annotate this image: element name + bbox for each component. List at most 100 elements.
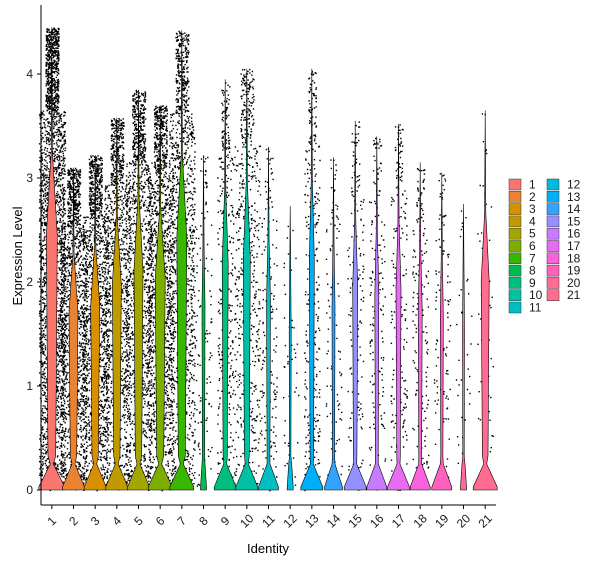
points-cluster-15 [347,121,365,491]
y-tick-label-3: 3 [26,171,33,185]
x-tick-label-13: 13 [302,511,322,531]
points-cluster-4 [103,118,132,491]
points-3 [82,155,110,492]
x-tick-label-10: 10 [237,511,257,531]
legend-swatch-10 [508,289,522,301]
violin-21 [472,110,498,491]
legend-label-9: 9 [529,276,536,290]
violin-5 [127,89,150,491]
legend-swatch-2 [508,191,522,203]
points-6 [147,105,175,492]
violin-2 [62,167,85,491]
legend-item-14: 14 [546,202,581,216]
y-tick-label-0: 0 [26,483,33,497]
violin-15 [343,120,367,491]
points-19 [433,173,452,487]
violin-11 [258,146,279,491]
violin-19 [431,172,453,491]
violin-1 [38,27,66,491]
x-tick-label-12: 12 [280,511,300,531]
legend-swatch-17 [546,240,560,252]
y-tick-label-1: 1 [26,379,33,393]
legend-item-17: 17 [546,239,581,253]
legend-label-4: 4 [529,214,536,228]
x-tick-label-4: 4 [110,513,125,528]
x-tick-label-9: 9 [218,513,233,528]
legend-swatch-5 [508,227,522,240]
legend-swatch-12 [546,178,560,191]
legend-label-10: 10 [529,288,543,302]
legend-item-10: 10 [508,288,543,302]
points-cluster-10 [233,68,262,487]
points-15 [347,121,365,491]
violin-6 [147,105,173,491]
points-4 [103,118,132,491]
violin-16 [366,136,388,491]
legend-label-6: 6 [529,239,536,253]
legend-label-16: 16 [567,227,581,241]
legend-label-7: 7 [529,251,536,265]
x-tick-label-18: 18 [410,511,430,531]
x-tick-label-8: 8 [196,513,211,528]
points-cluster-3 [82,155,110,492]
legend-label-21: 21 [567,288,581,302]
violin-10 [235,68,259,491]
legend-swatch-19 [546,264,560,277]
points-cluster-20 [455,210,473,489]
legend-label-20: 20 [567,276,581,290]
legend-item-2: 2 [508,190,536,204]
x-tick-label-1: 1 [45,513,60,528]
legend-swatch-6 [508,240,522,252]
legend-label-17: 17 [567,239,581,253]
violin-7 [169,30,195,491]
legend-swatch-4 [508,215,522,228]
x-tick-label-15: 15 [345,511,365,531]
violin-8 [200,155,207,491]
violin-13 [300,68,324,491]
x-tick-label-5: 5 [131,513,146,528]
legend-label-12: 12 [567,178,581,192]
x-tick-label-14: 14 [324,511,344,531]
violin-9 [213,79,237,491]
legend-item-12: 12 [546,178,581,192]
violin-20 [460,203,467,491]
x-tick-label-19: 19 [432,511,452,531]
x-tick-label-6: 6 [153,513,168,528]
points-20 [455,210,473,489]
violin-4 [105,117,129,491]
x-tick-label-2: 2 [66,513,81,528]
legend-swatch-13 [546,191,560,203]
legend-swatch-11 [508,301,522,314]
points-cluster-6 [147,105,175,492]
legend-label-11: 11 [529,301,542,315]
legend-item-21: 21 [546,288,581,302]
legend-swatch-1 [508,178,522,191]
y-tick-label-4: 4 [26,67,33,81]
legend-item-3: 3 [508,202,536,216]
points-10 [233,68,262,487]
legend-item-18: 18 [546,251,581,265]
legend-swatch-20 [546,277,560,289]
legend-item-7: 7 [508,251,536,265]
legend-label-3: 3 [529,202,536,216]
legend-swatch-21 [546,289,560,301]
jitter-points-layer [38,27,494,492]
x-axis-title: Identity [247,541,289,556]
x-ticks-layer: 1 2 3 4 5 6 7 8 9 10 11 12 13 14 15 16 17 18 19 20 21 [45,505,495,531]
violin-14 [324,157,343,491]
legend-label-1: 1 [529,178,536,192]
legend-label-5: 5 [529,227,536,241]
legend-swatch-15 [546,215,560,228]
legend-item-20: 20 [546,276,581,290]
violin-17 [387,123,410,491]
legend-label-19: 19 [567,264,581,278]
x-tick-label-21: 21 [475,511,495,531]
x-tick-label-17: 17 [389,511,409,531]
y-axis-title: Expression Level [10,206,25,305]
legend-label-13: 13 [567,190,581,204]
x-tick-label-3: 3 [88,513,103,528]
legend-label-18: 18 [567,251,581,265]
legend-item-15: 15 [546,214,581,228]
